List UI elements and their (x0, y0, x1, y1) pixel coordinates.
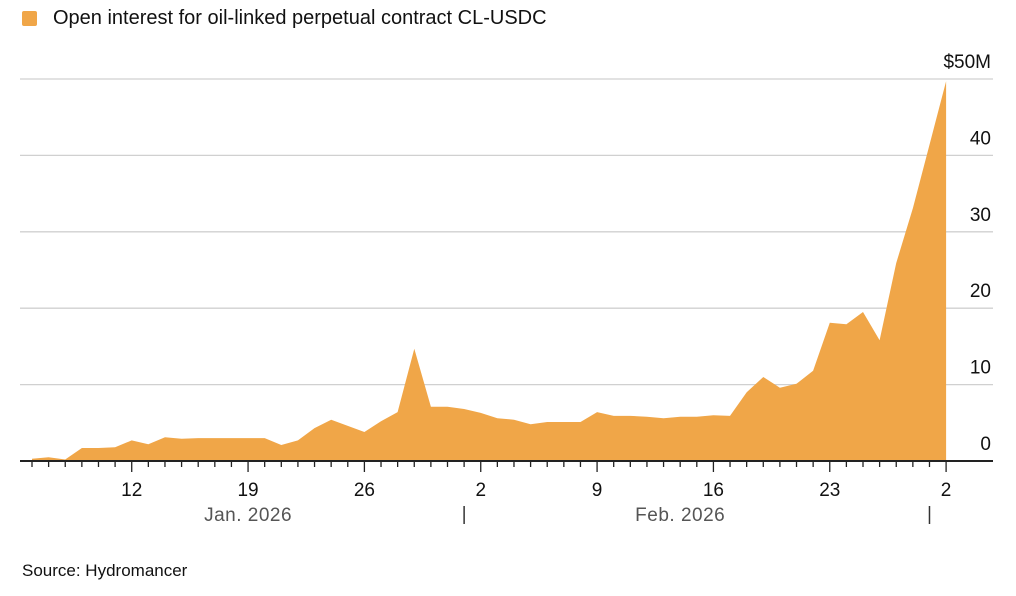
x-tick-label: 26 (354, 480, 375, 501)
legend: Open interest for oil-linked perpetual c… (22, 7, 547, 30)
y-tick-label: 0 (980, 434, 991, 455)
x-tick-label: 19 (237, 480, 258, 501)
source-note: Source: Hydromancer (22, 561, 188, 580)
x-tick-label: 23 (819, 480, 840, 501)
area-series (32, 81, 947, 462)
month-label: Feb. 2026 (635, 505, 725, 526)
y-tick-label: 40 (970, 128, 991, 149)
y-tick-label: 10 (970, 358, 991, 379)
x-tick-label: 12 (121, 480, 142, 501)
legend-label: Open interest for oil-linked perpetual c… (53, 7, 547, 29)
x-tick-label: 2 (941, 480, 952, 501)
y-tick-label: $50M (943, 52, 991, 73)
x-tick-label: 16 (703, 480, 724, 501)
y-tick-label: 30 (970, 205, 991, 226)
x-tick-label: 2 (475, 480, 486, 501)
y-tick-label: 20 (970, 281, 991, 302)
month-label: Jan. 2026 (204, 505, 292, 526)
x-tick-label: 9 (592, 480, 603, 501)
legend-swatch (22, 11, 37, 26)
